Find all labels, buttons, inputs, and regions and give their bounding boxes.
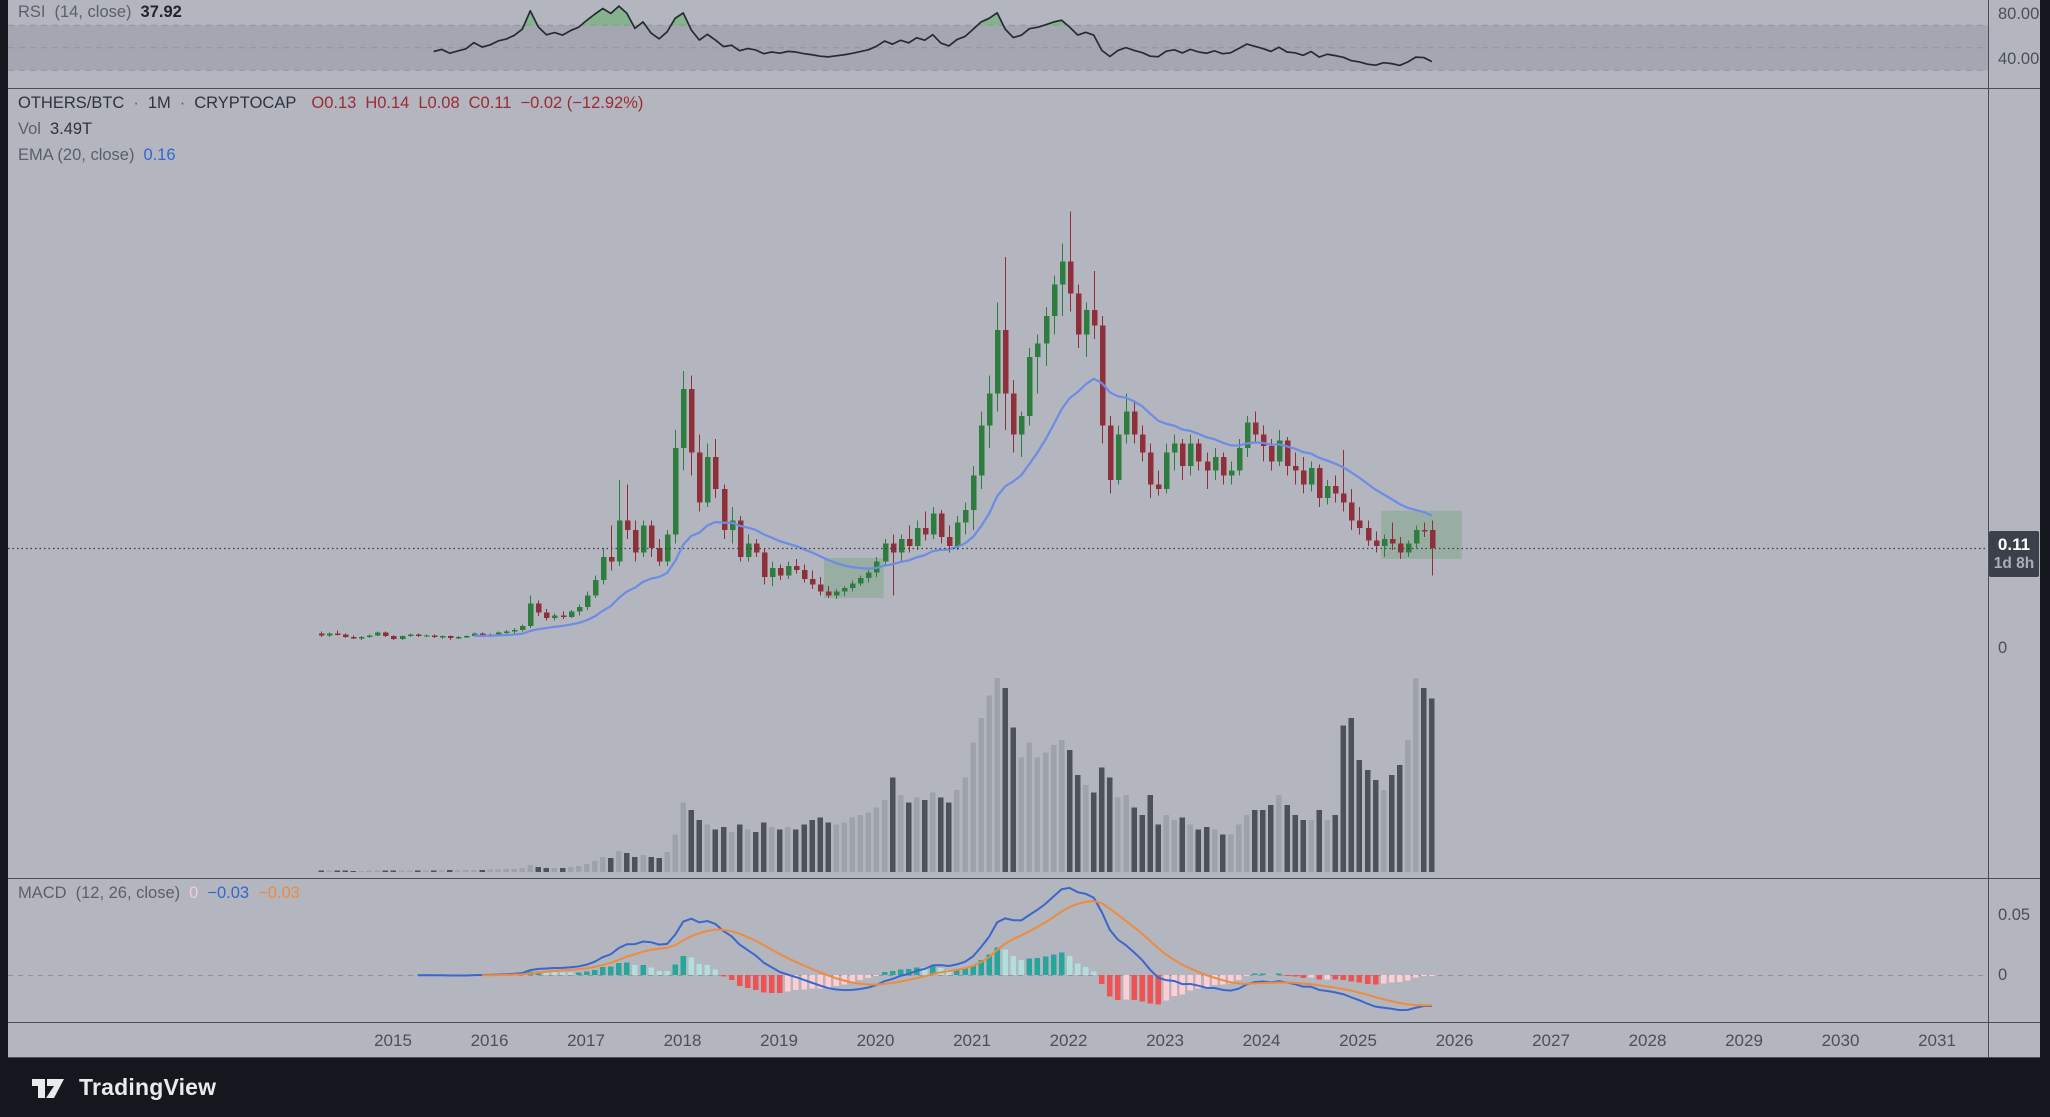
price-axis-tick-zero: 0	[1998, 639, 2008, 657]
ema-value: 0.16	[143, 146, 176, 164]
macd-indicator-params: (12, 26, close)	[75, 884, 181, 902]
year-label-2025: 2025	[1339, 1031, 1377, 1050]
separator-dot: ·	[133, 94, 139, 112]
ohlc-low: L0.08	[418, 94, 460, 112]
year-label-2022: 2022	[1049, 1031, 1088, 1050]
exchange-label: CRYPTOCAP	[194, 94, 297, 112]
year-label-2031: 2031	[1918, 1031, 1956, 1050]
ema-header[interactable]: EMA (20, close) 0.16	[18, 146, 176, 165]
macd-indicator-name: MACD	[18, 884, 67, 902]
ohlc-high: H0.14	[365, 94, 410, 112]
macd-line-value: −0.03	[207, 884, 250, 902]
year-label-2021: 2021	[953, 1031, 991, 1050]
footer-bar: TradingView	[0, 1058, 2050, 1117]
year-label-2027: 2027	[1532, 1031, 1570, 1050]
separator-dot: ·	[179, 94, 186, 112]
year-label-2020: 2020	[856, 1031, 895, 1050]
current-price-badge[interactable]: 0.11 1d 8h	[1989, 531, 2039, 577]
year-label-2019: 2019	[760, 1031, 798, 1050]
symbol-header[interactable]: OTHERS/BTC · 1M · CRYPTOCAP O0.13 H0.14 …	[18, 94, 643, 113]
year-label-2028: 2028	[1628, 1031, 1667, 1050]
ohlc-close: C0.11	[468, 94, 512, 112]
year-label-2024: 2024	[1242, 1031, 1281, 1050]
macd-signal-value: −0.03	[258, 884, 300, 902]
year-label-2018: 2018	[663, 1031, 702, 1050]
volume-value: 3.49T	[49, 120, 93, 138]
tradingview-wordmark: TradingView	[79, 1074, 217, 1100]
macd-hist-value: 0	[189, 884, 199, 902]
symbol-name[interactable]: OTHERS/BTC	[18, 94, 125, 112]
volume-header[interactable]: Vol 3.49T	[18, 120, 92, 139]
year-label-2015: 2015	[374, 1031, 412, 1050]
rsi-axis-tick-40: 40.00	[1998, 50, 2040, 68]
rsi-pane-header[interactable]: RSI (14, close) 37.92	[18, 3, 182, 22]
tradingview-logo-link[interactable]: TradingView	[30, 1074, 216, 1102]
volume-label: Vol	[18, 120, 41, 138]
year-label-2023: 2023	[1146, 1031, 1184, 1050]
macd-axis-tick-0: 0	[1998, 966, 2008, 984]
rsi-indicator-params: (14, close)	[54, 3, 132, 21]
rsi-indicator-value: 37.92	[140, 3, 182, 21]
ohlc-open: O0.13	[311, 94, 357, 112]
timeframe-label[interactable]: 1M	[147, 94, 171, 112]
rsi-indicator-name: RSI	[18, 3, 46, 21]
bar-countdown: 1d 8h	[1993, 554, 2035, 572]
macd-axis-tick-005: 0.05	[1998, 906, 2031, 924]
year-label-2026: 2026	[1435, 1031, 1474, 1050]
year-label-2017: 2017	[567, 1031, 605, 1050]
current-price-value: 0.11	[1997, 535, 2031, 555]
tradingview-logo-icon	[32, 1078, 64, 1098]
ema-label: EMA (20, close)	[18, 146, 135, 164]
year-label-2016: 2016	[470, 1031, 509, 1050]
macd-pane-header[interactable]: MACD (12, 26, close) 0 −0.03 −0.03	[18, 884, 300, 903]
rsi-axis-tick-80: 80.00	[1998, 5, 2040, 23]
year-label-2029: 2029	[1725, 1031, 1763, 1050]
ohlc-change: −0.02 (−12.92%)	[520, 94, 644, 112]
year-label-2030: 2030	[1821, 1031, 1860, 1050]
